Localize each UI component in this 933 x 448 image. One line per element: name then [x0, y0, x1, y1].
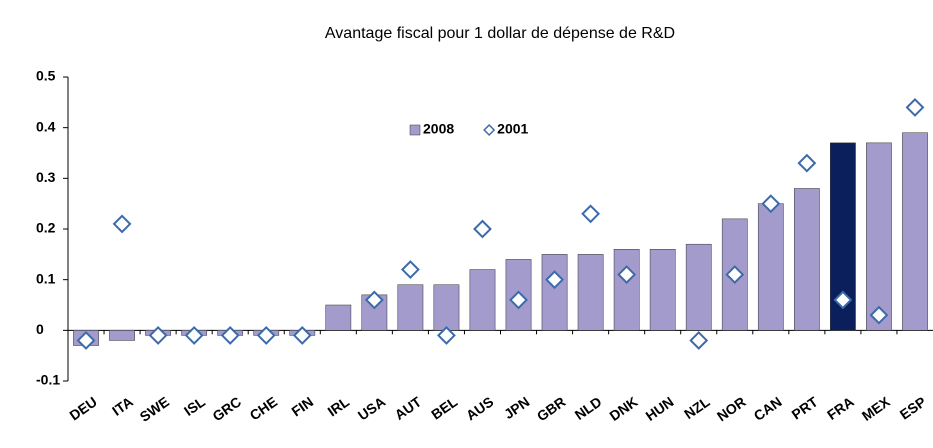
marker [148, 325, 168, 345]
bar [685, 243, 712, 331]
x-tick-label: DNK [606, 393, 640, 424]
marker [112, 214, 132, 234]
x-tick-label: AUT [391, 393, 424, 423]
bar [325, 304, 352, 331]
bar [613, 249, 640, 331]
y-tick-label: 0.3 [36, 169, 56, 185]
legend-swatch [409, 124, 421, 136]
bar [109, 330, 135, 341]
bar [902, 132, 928, 331]
bar [866, 142, 892, 331]
marker [833, 290, 853, 310]
legend-swatch [483, 123, 496, 137]
x-tick-label: NLD [572, 393, 605, 423]
y-tick-label: 0.1 [36, 270, 56, 286]
x-tick-label: PRT [789, 393, 821, 422]
marker [220, 325, 240, 345]
x-tick-label: NZL [681, 393, 713, 422]
x-tick-label: JPN [501, 393, 532, 422]
marker [617, 265, 637, 285]
marker [725, 265, 745, 285]
bar [469, 269, 496, 331]
bar [433, 284, 460, 331]
bar [757, 203, 784, 331]
y-tick-label: 0.4 [36, 118, 56, 134]
marker [256, 325, 276, 345]
marker [545, 270, 564, 290]
x-tick-label: HUN [642, 393, 676, 424]
x-tick-label: MEX [859, 393, 894, 424]
bar [541, 254, 568, 331]
marker [761, 194, 781, 214]
marker [509, 290, 528, 310]
y-tick-label: 0.5 [36, 68, 56, 84]
x-tick-label: FIN [288, 393, 316, 419]
y-tick-label: -0.1 [36, 372, 60, 388]
legend-label: 2001 [497, 121, 528, 137]
x-tick-label: CHE [247, 393, 280, 423]
marker [581, 204, 601, 224]
x-tick-label: GBR [534, 393, 569, 424]
bar [577, 254, 604, 331]
y-tick-label: 0 [36, 321, 44, 337]
marker [364, 290, 384, 310]
x-tick-label: FRA [824, 393, 857, 423]
marker [184, 325, 204, 345]
marker [473, 219, 492, 239]
marker [905, 97, 925, 117]
x-tick-label: AUS [463, 393, 496, 423]
bar [397, 284, 424, 331]
y-tick-label: 0.2 [36, 220, 56, 236]
x-tick-label: ESP [897, 393, 929, 422]
marker [797, 153, 817, 173]
x-tick-label: USA [355, 393, 388, 423]
marker [76, 331, 96, 350]
x-tick-label: NOR [714, 393, 749, 424]
bar [793, 188, 820, 331]
marker [400, 260, 420, 279]
x-tick-label: IRL [324, 393, 352, 419]
x-tick-label: CAN [751, 393, 785, 424]
marker [869, 305, 889, 325]
marker [689, 331, 709, 350]
x-tick-label: ISL [181, 393, 208, 419]
marker [437, 325, 456, 345]
x-tick-label: SWE [137, 393, 172, 424]
x-tick-label: BEL [428, 393, 460, 422]
x-tick-label: GRC [209, 393, 244, 424]
marker [292, 325, 312, 345]
x-tick-label: DEU [66, 393, 99, 423]
legend-label: 2008 [423, 121, 454, 137]
chart-title: Avantage fiscal pour 1 dollar de dépense… [325, 25, 675, 42]
x-tick-label: ITA [109, 393, 136, 418]
bar [649, 249, 676, 331]
